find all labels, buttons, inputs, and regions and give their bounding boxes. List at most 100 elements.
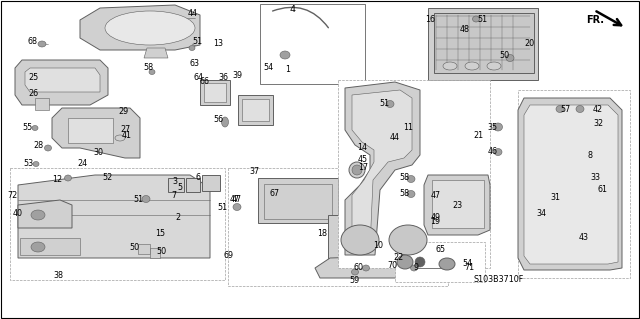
Text: 28: 28	[34, 140, 44, 150]
Text: 72: 72	[8, 191, 18, 201]
Ellipse shape	[189, 46, 195, 50]
Text: 50: 50	[499, 50, 509, 60]
Ellipse shape	[576, 106, 584, 113]
Text: 55: 55	[23, 122, 33, 131]
Ellipse shape	[487, 62, 501, 70]
Text: 30: 30	[93, 148, 103, 157]
Text: 19: 19	[430, 218, 440, 226]
Text: 40: 40	[13, 209, 23, 218]
Text: 53: 53	[23, 160, 33, 168]
Text: 58: 58	[143, 63, 153, 72]
Bar	[200, 80, 230, 105]
Bar	[242, 99, 269, 121]
Bar	[204, 83, 226, 102]
Text: 60: 60	[354, 263, 364, 272]
Ellipse shape	[410, 265, 417, 271]
Ellipse shape	[65, 175, 72, 181]
Text: 29: 29	[118, 108, 128, 116]
Text: 46: 46	[488, 147, 498, 157]
Polygon shape	[18, 175, 210, 258]
Text: 58: 58	[400, 189, 410, 197]
Text: 42: 42	[593, 105, 603, 114]
Ellipse shape	[407, 190, 415, 197]
Text: 57: 57	[560, 105, 570, 114]
Bar	[10, 168, 225, 280]
Text: 61: 61	[598, 184, 608, 194]
Text: 50: 50	[130, 243, 140, 253]
Ellipse shape	[349, 162, 365, 178]
Text: 8: 8	[587, 151, 592, 160]
Text: 37: 37	[249, 167, 259, 176]
Ellipse shape	[472, 16, 479, 22]
Text: 5: 5	[178, 183, 183, 192]
Text: 1: 1	[285, 64, 290, 73]
Text: 7: 7	[172, 191, 177, 201]
Bar	[186, 178, 200, 192]
Text: 34: 34	[536, 209, 546, 218]
Text: 59: 59	[350, 276, 360, 285]
Text: 24: 24	[77, 160, 87, 168]
Ellipse shape	[506, 55, 514, 62]
Text: 35: 35	[488, 122, 498, 131]
Text: 14: 14	[357, 144, 367, 152]
Ellipse shape	[233, 204, 241, 211]
Text: 51: 51	[192, 36, 202, 46]
Ellipse shape	[33, 161, 39, 167]
Bar	[328, 215, 458, 270]
Bar	[202, 175, 220, 191]
Text: 47: 47	[232, 195, 242, 204]
Text: 13: 13	[213, 39, 223, 48]
Text: 18: 18	[317, 228, 327, 238]
Polygon shape	[144, 48, 168, 58]
Bar	[138, 244, 150, 254]
Polygon shape	[15, 60, 108, 105]
Ellipse shape	[407, 175, 415, 182]
Polygon shape	[345, 82, 420, 255]
Ellipse shape	[115, 135, 125, 141]
Bar	[518, 90, 630, 278]
Bar	[68, 118, 113, 143]
Text: 36: 36	[218, 73, 228, 82]
Text: 69: 69	[224, 250, 234, 259]
Bar	[168, 178, 184, 192]
Bar	[258, 178, 338, 223]
Polygon shape	[20, 238, 80, 255]
Ellipse shape	[45, 145, 51, 151]
Text: 22: 22	[393, 253, 403, 262]
Text: 27: 27	[120, 125, 131, 135]
Text: 70: 70	[387, 262, 397, 271]
Bar	[264, 184, 332, 219]
Ellipse shape	[493, 123, 502, 131]
Text: 44: 44	[390, 132, 400, 142]
Ellipse shape	[352, 165, 362, 175]
Bar	[432, 180, 484, 228]
Ellipse shape	[32, 125, 38, 130]
Bar	[428, 8, 538, 80]
Text: 49: 49	[431, 212, 441, 221]
Text: 31: 31	[550, 194, 560, 203]
Text: 64: 64	[194, 72, 204, 81]
Text: 3: 3	[172, 176, 177, 186]
Text: 11: 11	[403, 122, 413, 131]
Bar	[434, 13, 534, 73]
Text: 23: 23	[452, 201, 462, 210]
Text: 21: 21	[473, 130, 483, 139]
Text: 52: 52	[102, 173, 112, 182]
Text: 47: 47	[431, 191, 441, 201]
Bar	[260, 4, 365, 84]
Ellipse shape	[494, 149, 502, 155]
Ellipse shape	[105, 11, 195, 45]
Text: 25: 25	[28, 72, 38, 81]
Ellipse shape	[31, 242, 45, 252]
Text: S103B3710F: S103B3710F	[474, 276, 524, 285]
Polygon shape	[518, 98, 622, 270]
Polygon shape	[424, 175, 490, 235]
Text: 15: 15	[155, 229, 165, 239]
Ellipse shape	[556, 106, 564, 113]
Ellipse shape	[465, 62, 479, 70]
Polygon shape	[52, 108, 140, 158]
Ellipse shape	[397, 255, 413, 269]
Text: 43: 43	[579, 233, 589, 241]
Text: 51: 51	[134, 195, 144, 204]
Bar	[228, 168, 448, 286]
